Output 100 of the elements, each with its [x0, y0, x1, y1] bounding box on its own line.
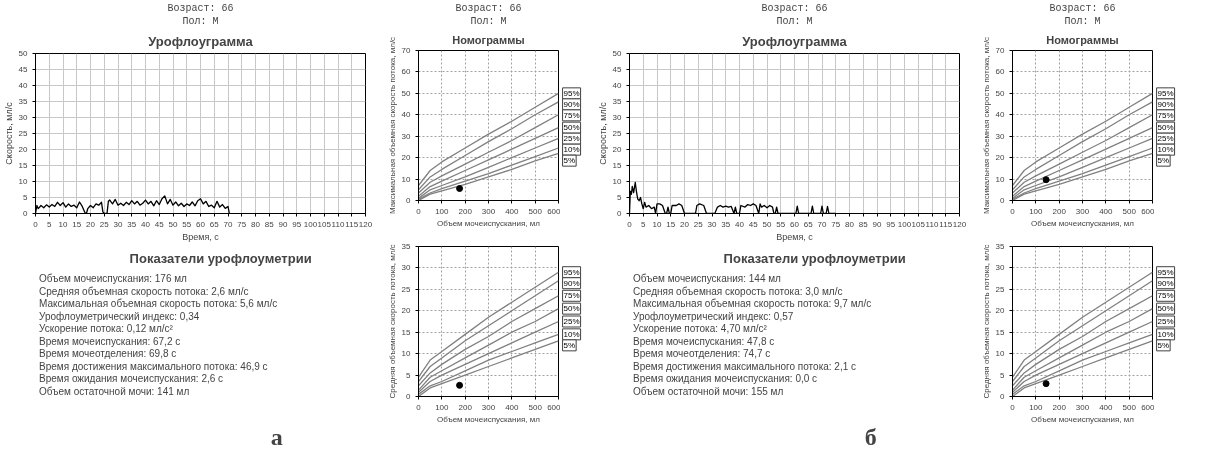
- y-tick-label: 40: [401, 110, 412, 120]
- x-tick-label: 5: [47, 219, 53, 229]
- series-label: 95%: [563, 88, 580, 98]
- x-tick-label: 55: [182, 219, 192, 229]
- y-tick-label: 15: [401, 327, 412, 337]
- y-axis-title: Средняя объемная скорость потока, мл/с: [981, 244, 991, 399]
- series-label: 5%: [563, 156, 576, 166]
- x-tick-label: 400: [1099, 206, 1114, 216]
- series-label: 25%: [563, 317, 580, 326]
- text: а: [270, 423, 283, 450]
- x-tick-label: 500: [528, 402, 543, 412]
- x-tick-label: 80: [251, 219, 261, 229]
- x-tick-label: 200: [458, 206, 473, 216]
- x-tick-label: 200: [1052, 402, 1067, 412]
- x-tick-label: 20: [680, 219, 690, 229]
- x-tick-label: 120: [358, 219, 373, 229]
- text: Пол: М: [470, 15, 507, 27]
- x-tick-label: 115: [345, 219, 359, 229]
- x-tick-label: 400: [1099, 402, 1114, 412]
- series-label: 95%: [1157, 88, 1174, 98]
- x-tick-label: 200: [1052, 206, 1067, 216]
- y-tick-label: 10: [18, 177, 29, 186]
- text: Время достижения максимального потока: 2,1 с: [633, 360, 857, 372]
- chart-title: Урофлоуграмма: [148, 33, 254, 49]
- x-tick-label: 10: [652, 219, 662, 229]
- x-tick-label: 50: [762, 219, 772, 229]
- text: Время ожидания мочеиспускания: 2,6 с: [39, 373, 224, 384]
- x-tick-label: 100: [435, 206, 450, 216]
- series-label: 5%: [563, 340, 576, 350]
- y-tick-label: 30: [18, 113, 29, 122]
- x-tick-label: 15: [72, 219, 82, 229]
- x-axis-title: Объем мочеиспускания, мл: [1031, 218, 1135, 228]
- chart-title: Урофлоуграмма: [742, 33, 848, 49]
- text: Время мочеиспускания: 67,2 с: [39, 335, 181, 347]
- series-label: 95%: [563, 267, 580, 277]
- text: Время мочеотделения: 69,8 с: [39, 348, 177, 359]
- x-tick-label: 65: [209, 219, 220, 229]
- x-tick-label: 115: [939, 219, 953, 229]
- x-tick-label: 0: [1010, 206, 1016, 216]
- series-label: 25%: [1157, 134, 1174, 144]
- y-tick-label: 30: [995, 263, 1006, 273]
- y-tick-label: 60: [401, 67, 412, 77]
- x-tick-label: 105: [911, 219, 926, 229]
- y-axis-title: Скорость, мл/с: [597, 101, 608, 165]
- x-tick-label: 300: [481, 402, 496, 412]
- x-tick-label: 75: [237, 219, 247, 229]
- x-tick-label: 110: [925, 219, 939, 229]
- x-tick-label: 0: [33, 219, 39, 229]
- y-tick-label: 40: [612, 81, 623, 90]
- y-tick-label: 25: [612, 129, 623, 138]
- text: Пол: М: [776, 15, 813, 27]
- y-tick-label: 45: [18, 65, 29, 74]
- text: б: [864, 423, 877, 450]
- series-label: 50%: [563, 304, 580, 314]
- y-tick-label: 15: [18, 161, 29, 170]
- text: Показатели урофлоуметрии: [129, 251, 312, 266]
- y-tick-label: 20: [18, 145, 29, 154]
- text: Пол: М: [1064, 15, 1101, 27]
- text: Время достижения максимального потока: 46,9 с: [39, 360, 268, 372]
- x-tick-label: 90: [278, 219, 288, 229]
- x-tick-label: 35: [127, 219, 137, 229]
- x-tick-label: 40: [141, 219, 151, 229]
- x-tick-label: 300: [1075, 206, 1090, 216]
- y-tick-label: 5: [1000, 370, 1006, 380]
- x-tick-label: 300: [1075, 402, 1090, 412]
- y-tick-label: 45: [612, 65, 623, 74]
- x-tick-label: 35: [721, 219, 731, 229]
- x-axis-title: Объем мочеиспускания, мл: [1031, 414, 1135, 424]
- series-label: 50%: [1157, 304, 1174, 314]
- y-tick-label: 5: [406, 370, 412, 380]
- y-tick-label: 25: [18, 129, 29, 138]
- y-tick-label: 35: [995, 242, 1006, 251]
- text: Максимальная объемная скорость потока: 9,7 мл/с: [633, 298, 872, 309]
- y-tick-label: 30: [401, 263, 412, 273]
- series-label: 75%: [1157, 291, 1174, 301]
- y-tick-label: 30: [401, 131, 412, 141]
- x-tick-label: 5: [641, 219, 647, 229]
- x-tick-label: 300: [481, 206, 496, 216]
- series-label: 75%: [563, 110, 580, 120]
- y-tick-label: 20: [401, 153, 412, 163]
- x-tick-label: 70: [223, 219, 233, 229]
- x-axis-title: Объем мочеиспускания, мл: [437, 218, 541, 228]
- series-label: 10%: [563, 145, 580, 155]
- series-label: 50%: [563, 123, 580, 133]
- text: Возраст: 66: [167, 2, 234, 14]
- series-label: 10%: [1157, 145, 1174, 155]
- series-label: 95%: [1157, 267, 1174, 277]
- y-tick-label: 50: [612, 49, 623, 58]
- x-tick-label: 600: [1141, 402, 1156, 412]
- text: Время мочеиспускания: 47,8 с: [633, 335, 775, 347]
- text: Средняя объемная скорость потока: 2,6 мл/с: [39, 285, 249, 297]
- x-tick-label: 30: [113, 219, 123, 229]
- text: Показатели урофлоуметрии: [723, 251, 906, 266]
- x-tick-label: 600: [547, 402, 562, 412]
- x-tick-label: 120: [952, 219, 967, 229]
- y-tick-label: 60: [995, 67, 1006, 77]
- y-tick-label: 40: [18, 81, 29, 90]
- y-tick-label: 20: [995, 306, 1006, 316]
- y-axis-title: Скорость, мл/с: [3, 101, 14, 165]
- y-tick-label: 5: [617, 193, 623, 202]
